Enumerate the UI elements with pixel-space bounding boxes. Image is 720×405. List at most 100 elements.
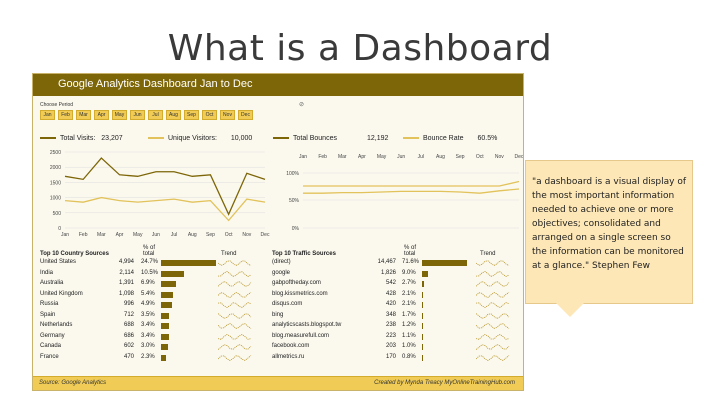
trend-sparkline xyxy=(218,354,252,361)
callout-tail xyxy=(556,303,584,317)
sparkline-path xyxy=(476,312,510,319)
month-button-aug[interactable]: Aug xyxy=(166,110,181,120)
source-percent: 1.2% xyxy=(402,322,416,328)
source-percent: 3.5% xyxy=(141,311,155,318)
sparkline-path xyxy=(218,260,252,266)
source-name: Australia xyxy=(40,280,64,286)
x-tick-label: Jan xyxy=(61,232,69,238)
trend-sparkline xyxy=(476,302,510,308)
source-visits: 712 xyxy=(123,311,134,318)
legend-swatch xyxy=(40,137,56,139)
x-tick-label: Apr xyxy=(116,232,124,238)
sparkline-path xyxy=(476,302,510,308)
table-row[interactable]: google 1,826 9.0% xyxy=(270,269,522,280)
table-row[interactable]: (direct) 14,467 71.6% xyxy=(270,258,522,269)
slide-title: What is a Dashboard xyxy=(167,28,553,69)
table-row[interactable]: Canada 602 3.0% xyxy=(38,342,270,353)
table-row[interactable]: disqus.com 420 2.1% xyxy=(270,300,522,311)
pct-header: % of total xyxy=(143,245,156,257)
share-bar xyxy=(161,270,185,277)
table-row[interactable]: allmetrics.ru 170 0.8% xyxy=(270,353,522,364)
source-name: facebook.com xyxy=(272,343,310,349)
month-button-jun[interactable]: Jun xyxy=(130,110,145,120)
table-row[interactable]: United States 4,994 24.7% xyxy=(38,258,270,269)
trend-header: Trend xyxy=(480,251,496,257)
table-row[interactable]: Germany 686 3.4% xyxy=(38,332,270,343)
month-button-oct[interactable]: Oct xyxy=(202,110,217,120)
month-button-jul[interactable]: Jul xyxy=(148,110,163,120)
country-rows: United States 4,994 24.7% India 2,114 10.5% Au… xyxy=(38,258,270,363)
month-button-nov[interactable]: Nov xyxy=(220,110,235,120)
bounces-line-chart: Jan Feb Mar Apr May Jun Jul Aug Sep Oct Nov Dec 100%… xyxy=(286,154,523,232)
table-row[interactable]: facebook.com 203 1.0% xyxy=(270,342,522,353)
sparkline-path xyxy=(218,354,252,361)
x-tick-label: Aug xyxy=(436,154,445,160)
table-row[interactable]: Spain 712 3.5% xyxy=(38,311,270,322)
x-tick-label: Apr xyxy=(358,154,366,160)
share-bar xyxy=(161,354,167,361)
source-name: analyticscasts.blogspot.tw xyxy=(272,322,342,328)
kpi-label: Total Visits: xyxy=(60,134,96,142)
source-name: (direct) xyxy=(272,259,291,265)
filter-clear-icon[interactable]: ⊘ xyxy=(299,102,305,108)
table-row[interactable]: blog.kissmetrics.com 428 2.1% xyxy=(270,290,522,301)
source-percent: 24.7% xyxy=(141,259,159,265)
sparkline-path xyxy=(218,302,252,308)
source-percent: 6.9% xyxy=(141,280,155,286)
y-tick-label: 0% xyxy=(292,226,300,232)
table-row[interactable]: Netherlands 688 3.4% xyxy=(38,321,270,332)
y-tick-label: 2000 xyxy=(50,165,61,171)
source-visits: 470 xyxy=(123,353,134,360)
source-name: disqus.com xyxy=(272,301,303,307)
x-tick-label: Nov xyxy=(495,154,504,160)
source-name: Germany xyxy=(40,332,65,339)
x-tick-label: Nov xyxy=(242,232,251,238)
table-row[interactable]: gabpoftheday.com 542 2.7% xyxy=(270,279,522,290)
month-button-feb[interactable]: Feb xyxy=(58,110,73,120)
sparkline-path xyxy=(218,270,252,277)
kpi-value: 12,192 xyxy=(366,134,389,142)
table-row[interactable]: United Kingdom 1,098 5.4% xyxy=(38,290,270,301)
table-row[interactable]: France 470 2.3% xyxy=(38,353,270,364)
month-button-jan[interactable]: Jan xyxy=(40,110,55,120)
trend-sparkline xyxy=(218,344,252,350)
table-header: Top 10 Traffic Sources % of total Trend xyxy=(270,242,522,258)
month-button-apr[interactable]: Apr xyxy=(94,110,109,120)
period-label: Choose Period xyxy=(40,102,74,108)
table-row[interactable]: Russia 996 4.9% xyxy=(38,300,270,311)
series-line-total-bounces xyxy=(303,180,520,187)
sparkline-path xyxy=(476,260,510,266)
month-button-may[interactable]: May xyxy=(112,110,127,120)
table-row[interactable]: analyticscasts.blogspot.tw 238 1.2% xyxy=(270,321,522,332)
source-name: gabpoftheday.com xyxy=(272,280,321,286)
sparkline-path xyxy=(218,281,252,287)
source-name: blog.measurefull.com xyxy=(272,332,330,339)
source-percent: 2.7% xyxy=(402,280,416,286)
legend-swatch xyxy=(148,137,164,139)
table-row[interactable]: Australia 1,391 6.9% xyxy=(38,279,270,290)
source-visits: 238 xyxy=(385,322,396,328)
sparkline-path xyxy=(218,312,252,319)
source-percent: 3.4% xyxy=(141,322,155,328)
table-row[interactable]: India 2,114 10.5% xyxy=(38,269,270,280)
trend-sparkline xyxy=(218,333,252,340)
trend-sparkline xyxy=(476,270,510,277)
share-bar xyxy=(422,270,428,277)
trend-sparkline xyxy=(218,291,252,298)
share-bar xyxy=(161,281,177,287)
kpi-value: 10,000 xyxy=(230,134,253,142)
source-visits: 4,994 xyxy=(118,259,134,265)
month-button-dec[interactable]: Dec xyxy=(238,110,253,120)
month-button-mar[interactable]: Mar xyxy=(76,110,91,120)
source-visits: 223 xyxy=(385,332,396,339)
month-button-sep[interactable]: Sep xyxy=(184,110,199,120)
table-row[interactable]: blog.measurefull.com 223 1.1% xyxy=(270,332,522,343)
trend-sparkline xyxy=(218,312,252,319)
sparkline-path xyxy=(476,344,510,350)
sparkline-path xyxy=(218,291,252,298)
sparkline-path xyxy=(476,281,510,287)
source-visits: 170 xyxy=(385,353,396,360)
table-title: Top 10 Country Sources xyxy=(40,251,109,257)
table-row[interactable]: bing 348 1.7% xyxy=(270,311,522,322)
x-tick-label: Jun xyxy=(152,232,160,238)
